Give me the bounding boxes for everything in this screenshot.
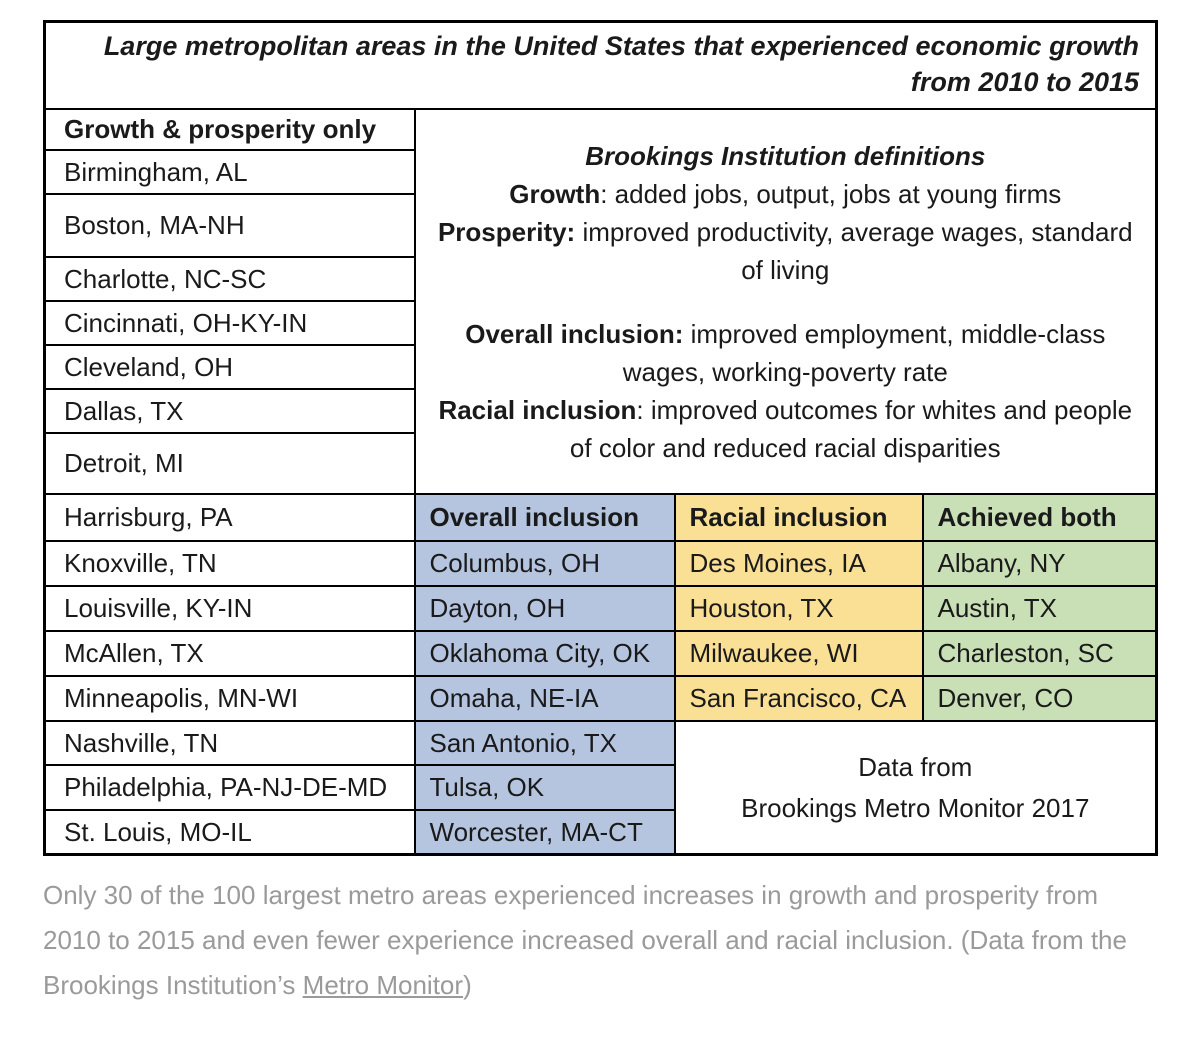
growth-city: Charlotte, NC-SC xyxy=(43,256,416,303)
growth-city: Detroit, MI xyxy=(43,432,416,496)
source-note-line2: Brookings Metro Monitor 2017 xyxy=(741,792,1090,823)
growth-city: Minneapolis, MN-WI xyxy=(43,675,416,723)
racial-inclusion-city: Houston, TX xyxy=(673,585,924,633)
achieved-both-city: Denver, CO xyxy=(921,675,1158,723)
growth-city: Dallas, TX xyxy=(43,388,416,435)
table-title-line2: from 2010 to 2015 xyxy=(910,66,1140,97)
racial-inclusion-city: Milwaukee, WI xyxy=(673,630,924,678)
growth-city: Birmingham, AL xyxy=(43,149,416,196)
definition-growth: Growth: added jobs, output, jobs at youn… xyxy=(509,178,1062,209)
caption-text-after: ) xyxy=(463,969,472,1000)
overall-inclusion-city: Worcester, MA-CT xyxy=(413,809,676,856)
achieved-both-city: Charleston, SC xyxy=(921,630,1158,678)
growth-city: St. Louis, MO-IL xyxy=(43,809,416,856)
growth-city: Nashville, TN xyxy=(43,720,416,767)
metro-growth-table: Large metropolitan areas in the United S… xyxy=(43,20,1159,856)
definition-overall-inclusion: Overall inclusion: improved employment, … xyxy=(465,318,1106,387)
overall-inclusion-city: Omaha, NE-IA xyxy=(413,675,676,723)
page: Large metropolitan areas in the United S… xyxy=(43,20,1159,1008)
growth-city: Harrisburg, PA xyxy=(43,493,416,543)
overall-inclusion-city: Oklahoma City, OK xyxy=(413,630,676,678)
growth-prosperity-header: Growth & prosperity only xyxy=(43,108,416,152)
source-note-line1: Data from xyxy=(858,752,973,783)
overall-inclusion-city: Columbus, OH xyxy=(413,540,676,588)
definitions-title: Brookings Institution definitions xyxy=(585,140,986,171)
racial-inclusion-city: Des Moines, IA xyxy=(673,540,924,588)
figure-caption: Only 30 of the 100 largest metro areas e… xyxy=(43,873,1128,1008)
growth-city: Cincinnati, OH-KY-IN xyxy=(43,300,416,347)
overall-inclusion-city: Dayton, OH xyxy=(413,585,676,633)
overall-inclusion-city: Tulsa, OK xyxy=(413,764,676,812)
growth-city: Boston, MA-NH xyxy=(43,193,416,259)
achieved-both-header: Achieved both xyxy=(921,493,1158,543)
metro-monitor-link[interactable]: Metro Monitor xyxy=(302,969,464,1000)
table-title-line1: Large metropolitan areas in the United S… xyxy=(103,31,1140,61)
source-note: Data from Brookings Metro Monitor 2017 xyxy=(673,720,1158,856)
growth-city: Philadelphia, PA-NJ-DE-MD xyxy=(43,764,416,812)
racial-inclusion-header: Racial inclusion xyxy=(673,493,924,543)
definitions-cell: Brookings Institution definitions Growth… xyxy=(413,108,1158,496)
overall-inclusion-city: San Antonio, TX xyxy=(413,720,676,767)
achieved-both-city: Austin, TX xyxy=(921,585,1158,633)
racial-inclusion-city: San Francisco, CA xyxy=(673,675,924,723)
achieved-both-city: Albany, NY xyxy=(921,540,1158,588)
overall-inclusion-header: Overall inclusion xyxy=(413,493,676,543)
growth-city: Louisville, KY-IN xyxy=(43,585,416,633)
growth-city: Cleveland, OH xyxy=(43,344,416,391)
table-title: Large metropolitan areas in the United S… xyxy=(43,20,1158,111)
definition-racial-inclusion: Racial inclusion: improved outcomes for … xyxy=(438,394,1133,463)
definition-prosperity: Prosperity: improved productivity, avera… xyxy=(437,216,1133,285)
growth-city: Knoxville, TN xyxy=(43,540,416,588)
caption-text-before: Only 30 of the 100 largest metro areas e… xyxy=(43,879,1127,1000)
growth-city: McAllen, TX xyxy=(43,630,416,678)
